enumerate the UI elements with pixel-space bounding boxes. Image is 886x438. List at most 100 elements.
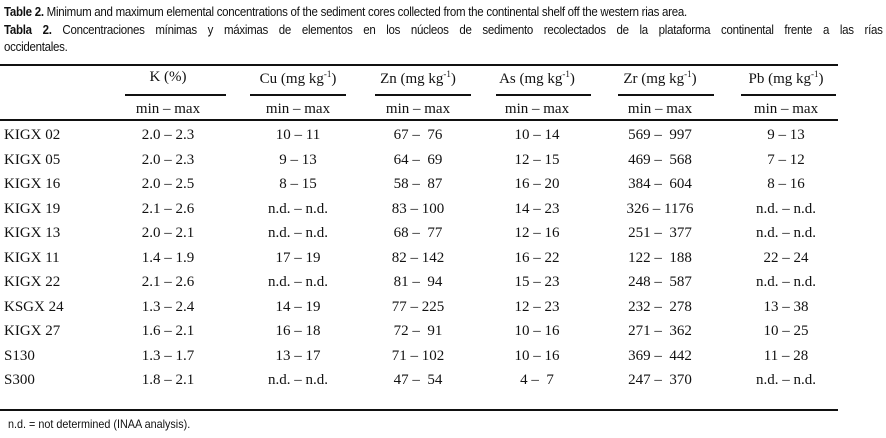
element-label: K (%) bbox=[149, 69, 187, 85]
subheader-rule bbox=[250, 94, 346, 96]
table-cell: 17 – 19 bbox=[275, 249, 321, 266]
row-label: S130 bbox=[4, 347, 35, 364]
table-bottom-rule bbox=[0, 409, 838, 411]
table-cell: 10 – 25 bbox=[763, 323, 809, 339]
row-label: KIGX 11 bbox=[4, 249, 60, 266]
table-cell: 2.0 – 2.5 bbox=[141, 176, 195, 192]
table-cell: 2.0 – 2.3 bbox=[141, 151, 195, 168]
table-cell: 1.3 – 2.4 bbox=[141, 298, 195, 315]
table-cell: 10 – 14 bbox=[514, 127, 560, 143]
table-cell: 11 – 28 bbox=[763, 347, 809, 364]
row-label: S300 bbox=[4, 372, 35, 388]
subheader-min-max: min – max bbox=[135, 101, 201, 117]
table-cell: 68 – 77 bbox=[393, 225, 443, 241]
table-cell: 10 – 11 bbox=[275, 127, 321, 143]
table-cell: 384 – 604 bbox=[628, 176, 692, 192]
element-label: Cu (mg kg bbox=[259, 71, 324, 87]
table-cell: 77 – 225 bbox=[391, 298, 445, 315]
unit-exponent: -1 bbox=[443, 69, 451, 79]
table-cell: 1.8 – 2.1 bbox=[141, 372, 195, 388]
table-cell: n.d. – n.d. bbox=[756, 274, 816, 290]
subheader-rule bbox=[375, 94, 471, 96]
caption-english: Table 2. Minimum and maximum elemental c… bbox=[4, 5, 687, 19]
row-label: KIGX 13 bbox=[4, 225, 61, 241]
table-cell: 4 – 7 bbox=[520, 372, 554, 388]
table-cell: 82 – 142 bbox=[391, 249, 445, 266]
table-cell: 15 – 23 bbox=[514, 274, 560, 290]
row-label: KSGX 24 bbox=[4, 298, 64, 315]
table-cell: n.d. – n.d. bbox=[268, 200, 328, 217]
table-cell: 64 – 69 bbox=[393, 151, 443, 168]
table-cell: 2.1 – 2.6 bbox=[141, 274, 195, 290]
table-cell: 12 – 23 bbox=[514, 298, 560, 315]
table-cell: n.d. – n.d. bbox=[756, 225, 816, 241]
table-cell: n.d. – n.d. bbox=[268, 225, 328, 241]
table-cell: 247 – 370 bbox=[628, 372, 692, 388]
table-cell: 9 – 13 bbox=[279, 151, 317, 168]
table-cell: 12 – 16 bbox=[514, 225, 560, 241]
column-header: Zr (mg kg-1) bbox=[623, 69, 697, 87]
table-cell: 326 – 1176 bbox=[626, 200, 694, 217]
subheader-min-max: min – max bbox=[504, 101, 570, 117]
table-cell: 232 – 278 bbox=[628, 298, 692, 315]
table-cell: 8 – 15 bbox=[279, 176, 317, 192]
table-cell: 14 – 23 bbox=[514, 200, 560, 217]
unit-exponent: -1 bbox=[323, 69, 332, 79]
table-cell: 369 – 442 bbox=[628, 347, 692, 364]
table-cell: 58 – 87 bbox=[393, 176, 443, 192]
table-top-rule bbox=[0, 64, 838, 66]
table-cell: 271 – 362 bbox=[628, 323, 692, 339]
table-cell: n.d. – n.d. bbox=[756, 372, 816, 388]
table-cell: 16 – 20 bbox=[514, 176, 560, 192]
table-cell: 22 – 24 bbox=[763, 249, 809, 266]
caption-spanish-cont: occidentales. bbox=[4, 40, 68, 54]
row-label: KIGX 27 bbox=[4, 323, 61, 339]
table-cell: 47 – 54 bbox=[393, 372, 443, 388]
table-cell: 14 – 19 bbox=[275, 298, 321, 315]
table-cell: 1.4 – 1.9 bbox=[141, 249, 195, 266]
element-label: Zn (mg kg bbox=[380, 71, 444, 87]
subheader-min-max: min – max bbox=[753, 101, 819, 117]
table-cell: 7 – 12 bbox=[767, 151, 805, 168]
footnote: n.d. = not determined (INAA analysis). bbox=[8, 417, 191, 431]
table-cell: 2.0 – 2.3 bbox=[141, 127, 195, 143]
table-cell: 1.3 – 1.7 bbox=[141, 347, 195, 364]
table-cell: 251 – 377 bbox=[628, 225, 692, 241]
table-cell: 2.1 – 2.6 bbox=[141, 200, 195, 217]
column-header: K (%) bbox=[149, 69, 186, 86]
caption-label: Tabla 2. bbox=[4, 23, 52, 37]
table-cell: 2.0 – 2.1 bbox=[141, 225, 195, 241]
table-cell: 12 – 15 bbox=[514, 151, 560, 168]
element-label: Pb (mg kg bbox=[748, 71, 812, 87]
table-cell: n.d. – n.d. bbox=[268, 372, 328, 388]
element-label: Zr (mg kg bbox=[623, 71, 685, 87]
subheader-min-max: min – max bbox=[627, 101, 693, 117]
table-cell: 13 – 17 bbox=[275, 347, 321, 364]
subheader-min-max: min – max bbox=[385, 101, 451, 117]
row-label: KIGX 19 bbox=[4, 200, 61, 217]
subheader-min-max: min – max bbox=[265, 101, 331, 117]
caption-text: Concentraciones mínimas y máximas de ele… bbox=[51, 23, 883, 37]
caption-label: Table 2. bbox=[4, 5, 44, 19]
table-cell: 9 – 13 bbox=[767, 127, 805, 143]
unit-exponent: -1 bbox=[684, 69, 692, 79]
table-cell: 248 – 587 bbox=[628, 274, 692, 290]
table-cell: 72 – 91 bbox=[393, 323, 443, 339]
table-cell: 71 – 102 bbox=[391, 347, 445, 364]
caption-spanish: Tabla 2. Concentraciones mínimas y máxim… bbox=[4, 23, 883, 37]
table-cell: 10 – 16 bbox=[514, 347, 560, 364]
column-header: Cu (mg kg-1) bbox=[259, 69, 337, 87]
table-cell: 16 – 22 bbox=[514, 249, 560, 266]
column-header: Zn (mg kg-1) bbox=[380, 69, 456, 87]
table-cell: 16 – 18 bbox=[275, 323, 321, 339]
table-cell: n.d. – n.d. bbox=[756, 200, 816, 217]
row-label: KIGX 05 bbox=[4, 151, 61, 168]
row-label: KIGX 02 bbox=[4, 127, 61, 143]
table-cell: 8 – 16 bbox=[767, 176, 805, 192]
subheader-rule bbox=[496, 94, 591, 96]
element-label: As (mg kg bbox=[499, 71, 563, 87]
unit-exponent: -1 bbox=[811, 69, 819, 79]
unit-exponent: -1 bbox=[562, 69, 570, 79]
table-cell: 67 – 76 bbox=[393, 127, 443, 143]
table-cell: 569 – 997 bbox=[628, 127, 692, 143]
